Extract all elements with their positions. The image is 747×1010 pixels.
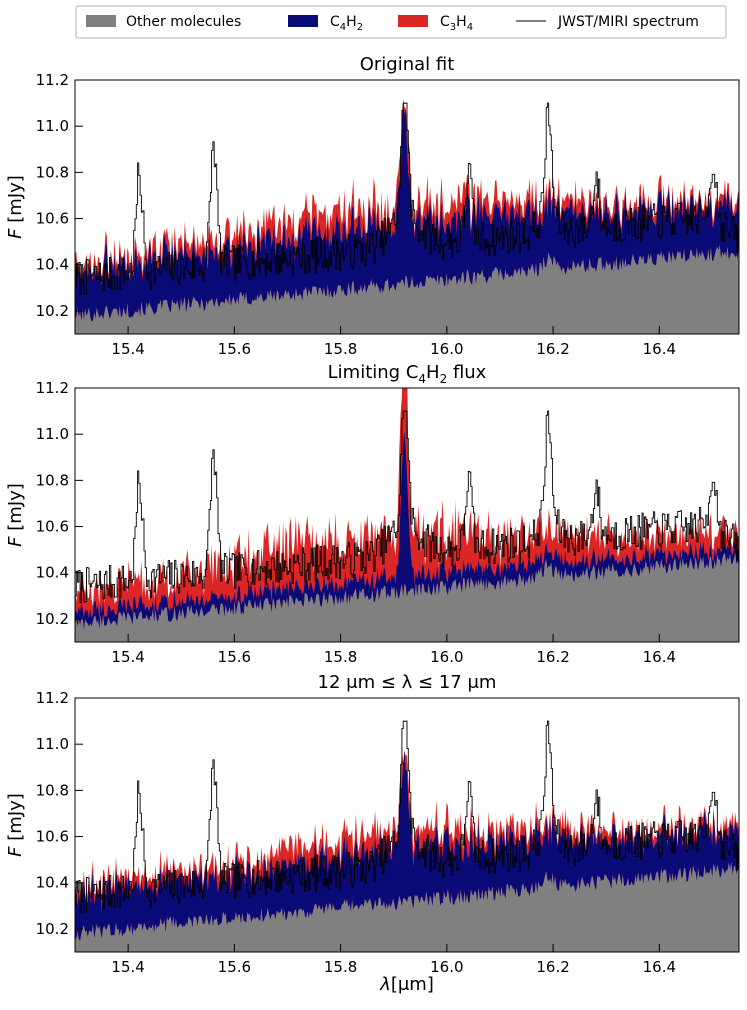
ticks-limiting-c4h2: 15.4 15.6 15.8 16.0 16.2 16.4 10.2 10.4 10.6 10.8… <box>36 379 676 666</box>
panel-12-17-um: 12 μm ≤ λ ≤ 17 μm 15.4 15.6 15.8 16.0 16.2 16… <box>5 672 740 995</box>
ytick-label-limiting-c4h2-3: 10.8 <box>36 471 69 489</box>
ytick-label-limiting-c4h2-2: 10.6 <box>36 518 69 536</box>
ytick-label-12-17-um-3: 10.8 <box>36 781 69 799</box>
ytick-label-original-fit-0: 10.2 <box>36 302 69 320</box>
axes-frame-original-fit <box>74 79 740 335</box>
xtick-label-original-fit-0: 15.4 <box>111 340 144 358</box>
legend-label-c3h4: C3H4 <box>440 14 473 33</box>
ytick-label-12-17-um-1: 10.4 <box>36 874 69 892</box>
xtick-label-original-fit-5: 16.4 <box>643 340 676 358</box>
series-other-molecules-original-fit <box>75 244 739 334</box>
panel-title-12-17-um: 12 μm ≤ λ ≤ 17 μm <box>318 672 497 693</box>
ytick-label-original-fit-1: 10.4 <box>36 256 69 274</box>
xtick-label-limiting-c4h2-4: 16.2 <box>536 648 569 666</box>
xtick-label-limiting-c4h2-1: 15.6 <box>218 648 251 666</box>
ytick-label-original-fit-5: 11.2 <box>36 71 69 89</box>
xtick-label-limiting-c4h2-3: 16.0 <box>430 648 463 666</box>
xtick-label-limiting-c4h2-0: 15.4 <box>111 648 144 666</box>
series-other-molecules-12-17-um <box>75 861 739 952</box>
xtick-label-12-17-um-0: 15.4 <box>111 958 144 976</box>
legend-swatch-c4h2 <box>288 15 318 27</box>
xlabel: λ[μm] <box>379 974 434 995</box>
xtick-label-original-fit-2: 15.8 <box>324 340 357 358</box>
legend-label-obs: JWST/MIRI spectrum <box>557 14 699 30</box>
panel-limiting-c4h2: Limiting C4H2 flux 15.4 15.6 15.8 16.0 16.2 1… <box>5 362 740 666</box>
ytick-label-12-17-um-2: 10.6 <box>36 828 69 846</box>
xtick-label-12-17-um-1: 15.6 <box>218 958 251 976</box>
plot-area-limiting-c4h2 <box>75 388 739 642</box>
ticks-12-17-um: 15.4 15.6 15.8 16.0 16.2 16.4 10.2 10.4 10.6 10.8… <box>36 689 676 976</box>
xtick-label-original-fit-4: 16.2 <box>536 340 569 358</box>
ytick-label-original-fit-4: 11.0 <box>36 117 69 135</box>
series-other-molecules-limiting-c4h2 <box>75 552 739 642</box>
plot-area-12-17-um <box>75 720 739 952</box>
ytick-label-original-fit-3: 10.8 <box>36 163 69 181</box>
legend-swatch-c3h4 <box>398 15 428 27</box>
ytick-label-12-17-um-0: 10.2 <box>36 920 69 938</box>
axes-frame-12-17-um <box>74 697 740 953</box>
axes-frame-limiting-c4h2 <box>74 387 740 643</box>
ylabel-12-17-um: F [mJy] <box>5 793 26 857</box>
xtick-label-12-17-um-4: 16.2 <box>536 958 569 976</box>
ytick-label-original-fit-2: 10.6 <box>36 210 69 228</box>
ylabel-original-fit: F [mJy] <box>5 175 26 239</box>
plot-area-original-fit <box>75 99 739 334</box>
ylabel-limiting-c4h2: F [mJy] <box>5 483 26 547</box>
xtick-label-12-17-um-5: 16.4 <box>643 958 676 976</box>
series-jwst-miri-12-17-um <box>75 720 739 914</box>
series-c4h2-limiting-c4h2 <box>75 431 739 630</box>
ytick-label-limiting-c4h2-1: 10.4 <box>36 564 69 582</box>
legend-label-other: Other molecules <box>126 14 241 30</box>
ytick-label-12-17-um-5: 11.2 <box>36 689 69 707</box>
xtick-label-original-fit-1: 15.6 <box>218 340 251 358</box>
series-jwst-miri-limiting-c4h2 <box>75 410 739 604</box>
ytick-label-limiting-c4h2-5: 11.2 <box>36 379 69 397</box>
ytick-label-12-17-um-4: 11.0 <box>36 735 69 753</box>
xtick-label-12-17-um-3: 16.0 <box>430 958 463 976</box>
legend: Other molecules C4H2 C3H4 JWST/MIRI spec… <box>75 5 727 39</box>
series-c4h2-12-17-um <box>75 751 739 941</box>
xtick-label-limiting-c4h2-5: 16.4 <box>643 648 676 666</box>
ticks-original-fit: 15.4 15.6 15.8 16.0 16.2 16.4 10.2 10.4 10.6 10.8… <box>36 71 676 358</box>
ytick-label-limiting-c4h2-0: 10.2 <box>36 610 69 628</box>
series-jwst-miri-original-fit <box>75 102 739 296</box>
legend-label-c4h2: C4H2 <box>330 14 363 33</box>
xtick-label-12-17-um-2: 15.8 <box>324 958 357 976</box>
legend-swatch-other <box>86 15 116 27</box>
panel-title-limiting-c4h2: Limiting C4H2 flux <box>328 362 487 386</box>
panel-title-original-fit: Original fit <box>360 54 455 75</box>
xtick-label-original-fit-3: 16.0 <box>430 340 463 358</box>
ytick-label-limiting-c4h2-4: 11.0 <box>36 425 69 443</box>
panel-original-fit: Original fit 15.4 15.6 15.8 16.0 16.2 16.4 10.… <box>5 54 740 358</box>
xtick-label-limiting-c4h2-2: 15.8 <box>324 648 357 666</box>
